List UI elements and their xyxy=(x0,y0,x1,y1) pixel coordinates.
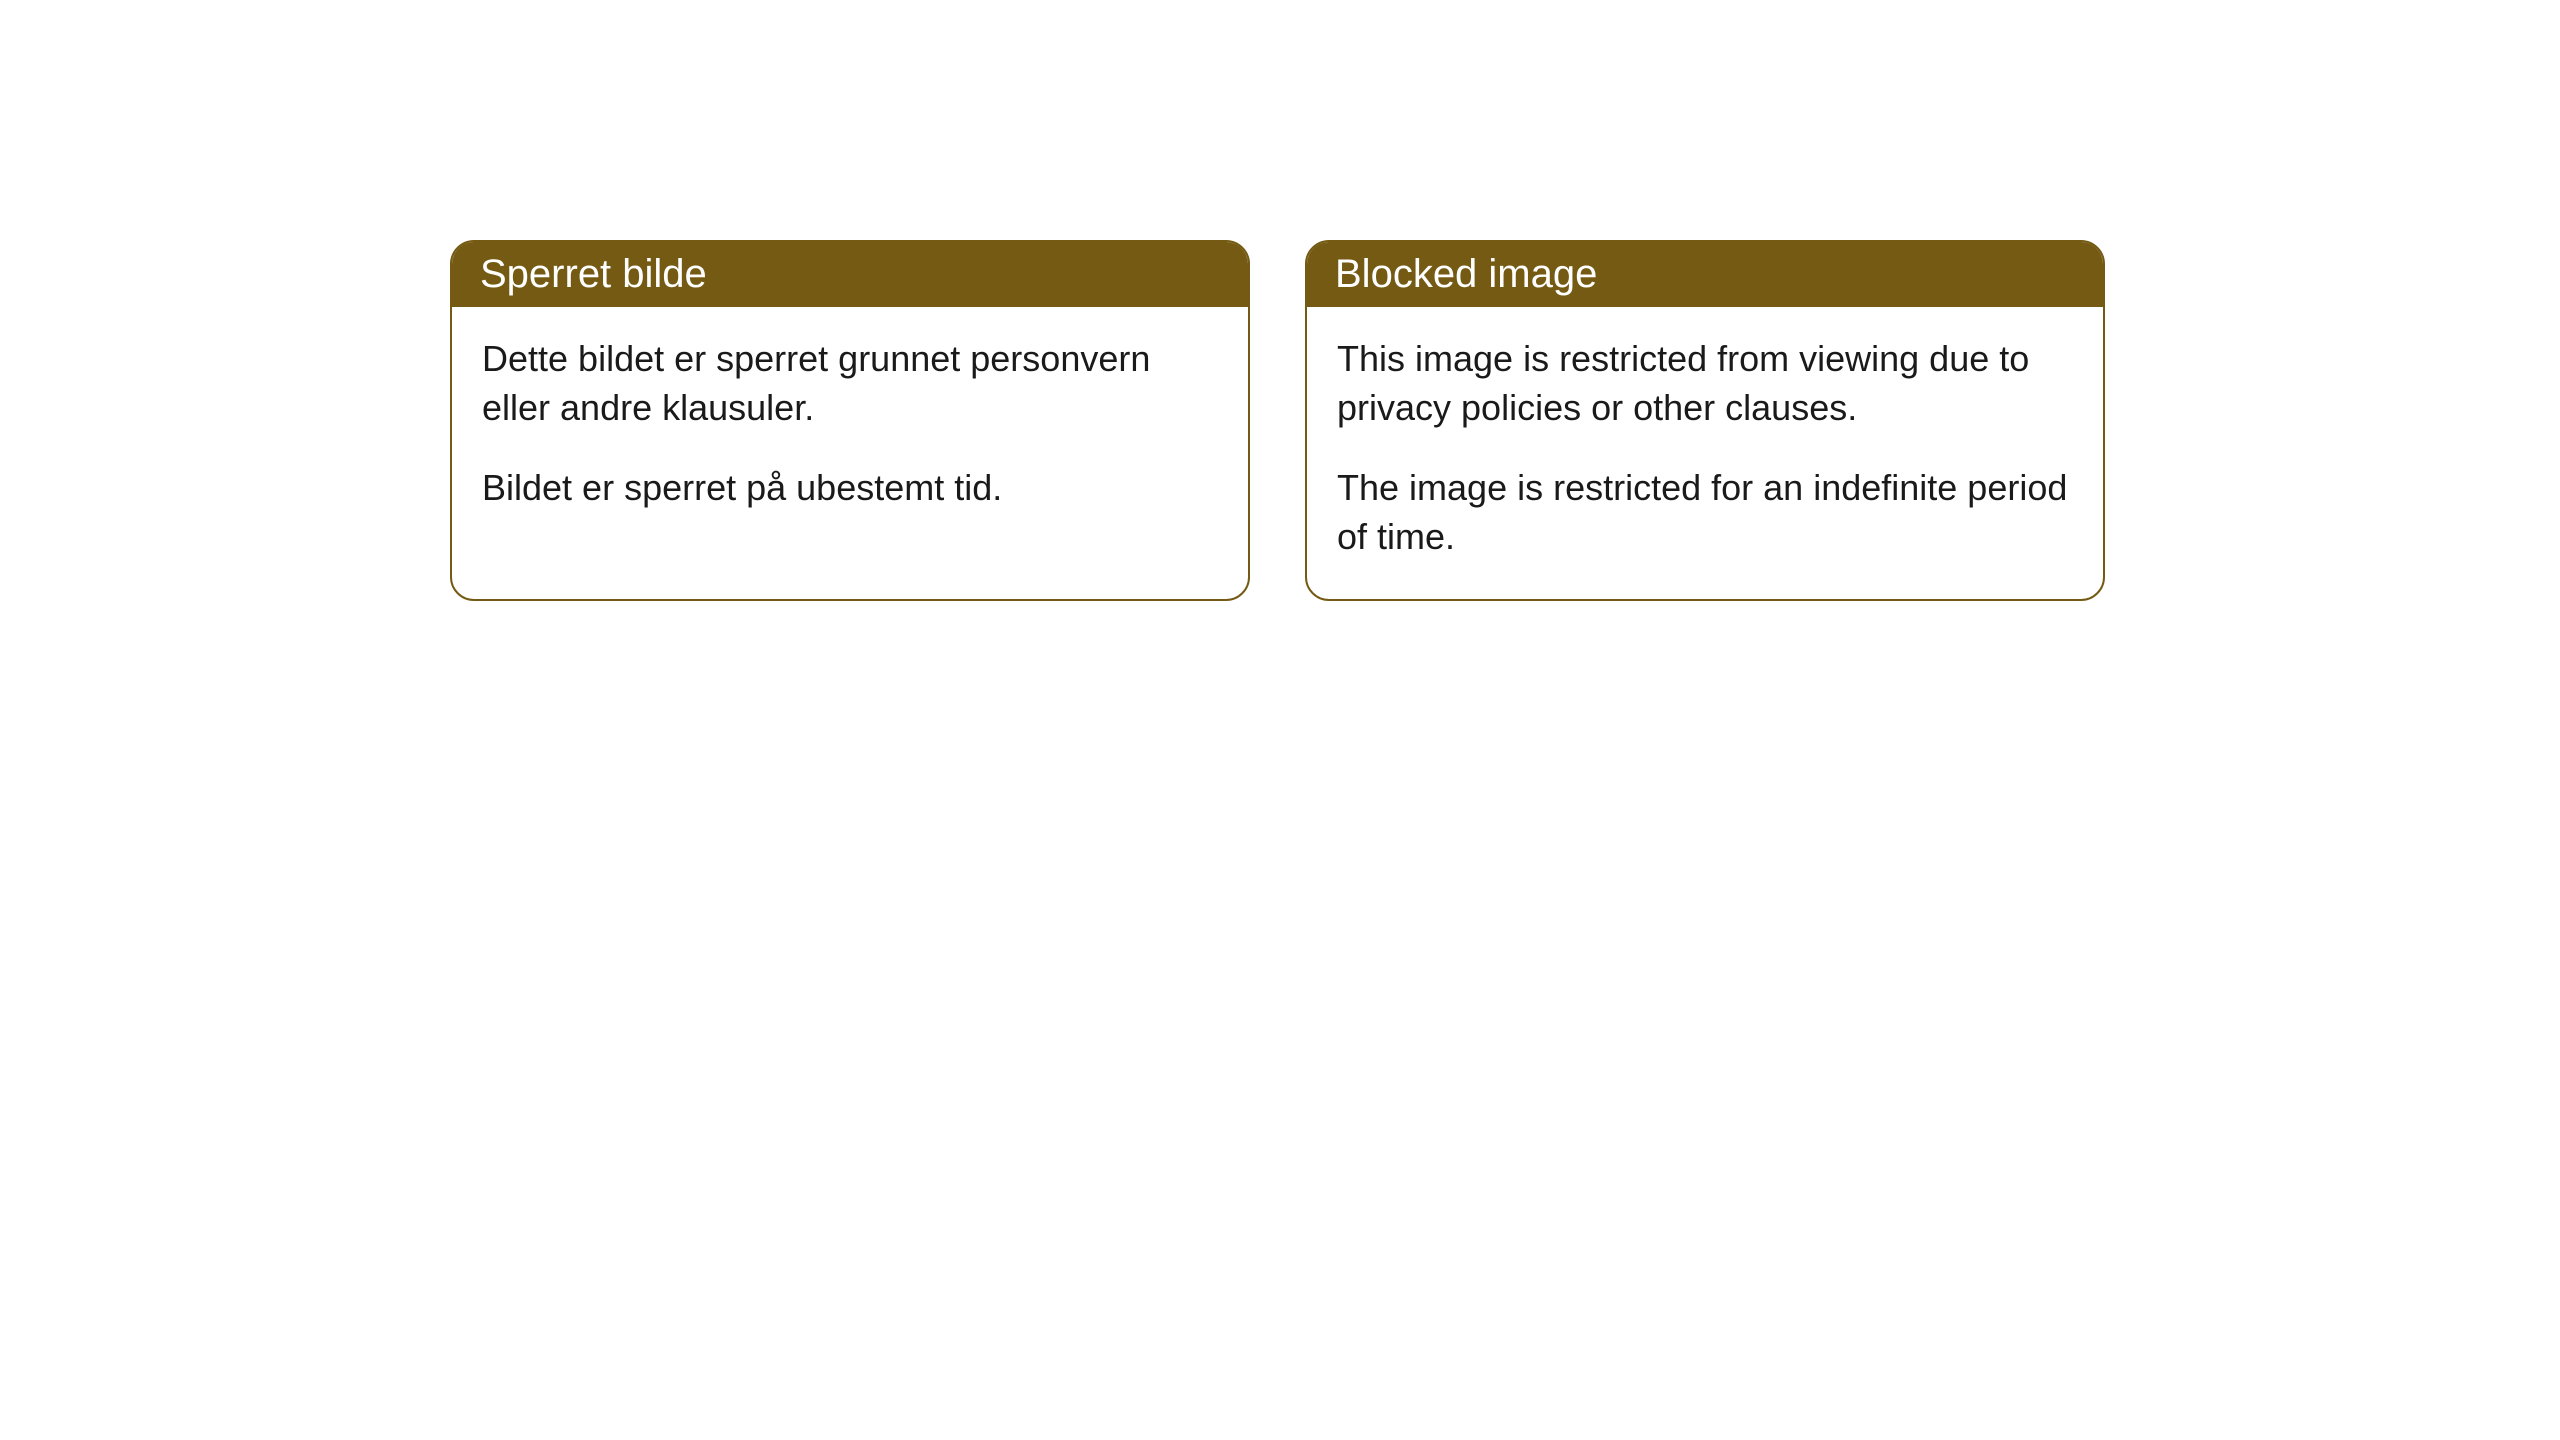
notice-container: Sperret bilde Dette bildet er sperret gr… xyxy=(0,0,2560,601)
notice-text-no-1: Dette bildet er sperret grunnet personve… xyxy=(482,335,1218,432)
notice-title-en: Blocked image xyxy=(1307,242,2103,307)
notice-card-en: Blocked image This image is restricted f… xyxy=(1305,240,2105,601)
notice-body-en: This image is restricted from viewing du… xyxy=(1307,307,2103,599)
notice-text-no-2: Bildet er sperret på ubestemt tid. xyxy=(482,464,1218,513)
notice-body-no: Dette bildet er sperret grunnet personve… xyxy=(452,307,1248,551)
notice-text-en-1: This image is restricted from viewing du… xyxy=(1337,335,2073,432)
notice-title-no: Sperret bilde xyxy=(452,242,1248,307)
notice-card-no: Sperret bilde Dette bildet er sperret gr… xyxy=(450,240,1250,601)
notice-text-en-2: The image is restricted for an indefinit… xyxy=(1337,464,2073,561)
